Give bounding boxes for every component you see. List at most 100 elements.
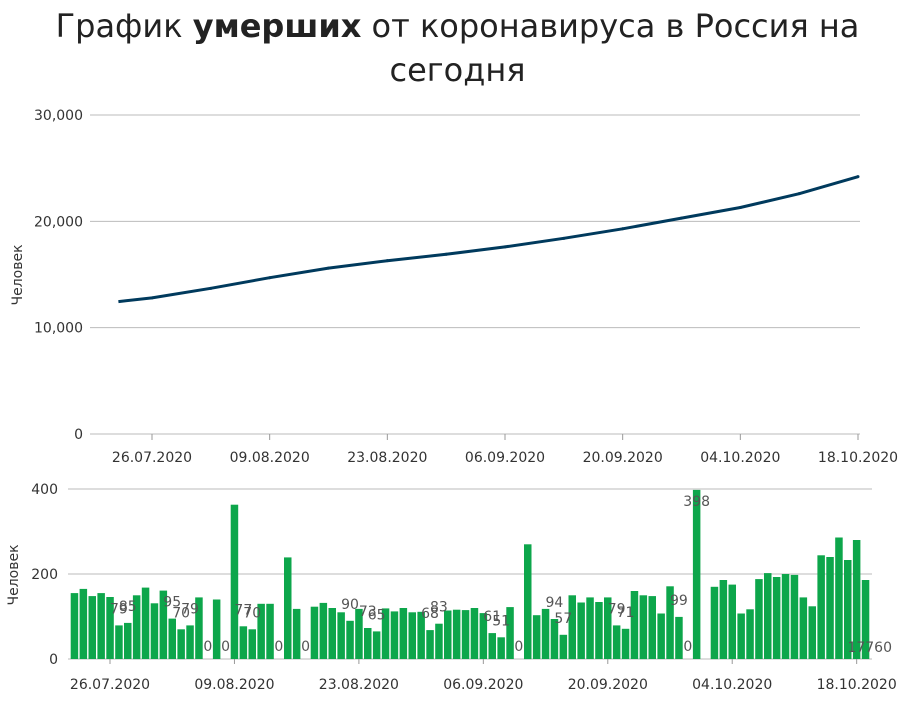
daily-deaths-bar — [657, 613, 665, 659]
daily-deaths-bar — [781, 574, 790, 659]
daily-deaths-bar — [159, 590, 168, 659]
line-chart-x-tick-label: 18.10.2020 — [818, 450, 898, 466]
daily-deaths-bar — [186, 625, 194, 659]
daily-deaths-bar — [764, 573, 772, 659]
daily-deaths-bar — [106, 597, 114, 659]
bar-chart-data-label: 65 — [368, 607, 386, 623]
daily-deaths-bar — [506, 607, 514, 659]
bar-chart-y-tick-label: 0 — [49, 652, 58, 668]
daily-deaths-bar — [355, 608, 363, 659]
daily-deaths-bar — [541, 608, 550, 659]
daily-deaths-bar — [604, 597, 612, 659]
daily-deaths-bar — [470, 608, 479, 659]
daily-deaths-bar — [212, 599, 221, 659]
bar-chart-data-label: 94 — [546, 595, 564, 611]
daily-deaths-bar — [675, 616, 683, 659]
daily-deaths-bar — [248, 629, 256, 660]
bar-chart-x-tick-label: 23.08.2020 — [319, 677, 399, 693]
line-chart-x-tick-label: 09.08.2020 — [230, 450, 310, 466]
daily-deaths-bar — [435, 623, 443, 659]
bar-chart-data-label: 0 — [221, 639, 230, 655]
chart-title-end: от коронавируса в Россия на сегодня — [361, 7, 860, 89]
daily-deaths-bar — [844, 560, 852, 659]
line-chart-x-tick-label: 23.08.2020 — [347, 450, 427, 466]
daily-deaths-bar — [408, 612, 416, 660]
daily-deaths-bar — [861, 580, 870, 659]
bar-chart-data-label: 0 — [301, 639, 310, 655]
line-chart-point — [503, 245, 507, 249]
daily-deaths-bar — [568, 595, 576, 660]
line-chart-point — [209, 286, 213, 290]
line-chart-point — [621, 227, 625, 231]
bar-chart-data-label: 0 — [274, 639, 283, 655]
bar-chart-data-label: 79 — [608, 601, 626, 617]
bar-chart-y-tick-label: 200 — [31, 567, 58, 583]
bar-chart-data-label: 61 — [483, 609, 501, 625]
daily-deaths-bar — [817, 555, 825, 659]
line-chart-point — [327, 266, 330, 270]
daily-deaths-bar — [230, 504, 239, 659]
bar-chart-data-label: 83 — [430, 600, 448, 616]
daily-deaths-bar — [577, 602, 585, 659]
daily-deaths-bar — [319, 602, 328, 659]
cumulative-deaths-series-line — [118, 175, 859, 304]
line-chart-point — [856, 175, 860, 179]
daily-deaths-bar — [310, 606, 319, 659]
daily-deaths-bar — [488, 633, 496, 659]
daily-deaths-bar — [70, 593, 79, 659]
daily-deaths-bar — [835, 537, 843, 659]
daily-deaths-bar — [444, 610, 452, 659]
bar-chart-data-label: 73 — [359, 604, 377, 620]
daily-deaths-bar — [692, 489, 701, 659]
bar-chart-data-label: 398 — [683, 494, 710, 510]
line-chart-x-tick-label: 06.09.2020 — [465, 450, 545, 466]
daily-deaths-bar — [612, 625, 621, 659]
chart-title-bold: умерших — [192, 7, 362, 45]
bar-chart-x-tick-label: 20.09.2020 — [568, 677, 648, 693]
daily-deaths-bar — [417, 611, 425, 659]
bar-chart-data-label: 57 — [554, 611, 572, 627]
daily-deaths-bar — [586, 597, 594, 659]
daily-deaths-bar — [799, 597, 808, 659]
line-chart-point — [150, 296, 154, 300]
daily-deaths-bar — [239, 626, 248, 659]
daily-deaths-bar — [372, 631, 381, 659]
daily-deaths-bar — [639, 595, 648, 660]
daily-deaths-bar — [141, 587, 150, 659]
bar-chart-data-label: 71 — [617, 605, 635, 621]
daily-deaths-bar — [746, 609, 754, 659]
daily-deaths-bar — [755, 579, 763, 659]
daily-deaths-bar — [257, 603, 265, 660]
daily-deaths-bar — [452, 609, 461, 659]
bar-chart-data-label: 79 — [110, 601, 128, 617]
daily-deaths-bar — [337, 612, 345, 660]
bar-chart-data-label: 99 — [670, 593, 688, 609]
daily-deaths-bar — [132, 595, 141, 660]
daily-deaths-bar — [390, 611, 399, 659]
daily-deaths-bar — [595, 602, 603, 659]
daily-deaths-bar — [346, 620, 354, 660]
daily-deaths-bar — [719, 580, 728, 659]
chart-title-start: График — [55, 7, 193, 45]
daily-deaths-bar — [808, 606, 816, 659]
daily-deaths-bar — [630, 591, 639, 659]
line-chart-point — [562, 236, 566, 240]
bar-chart-x-tick-label: 06.09.2020 — [443, 677, 523, 693]
daily-deaths-bar-chart: 0 200 400 Человек 26.07.2020 09.08.2020 23.08.… — [6, 482, 897, 693]
daily-deaths-bar — [479, 613, 488, 659]
bar-chart-data-label: 70 — [243, 605, 261, 621]
daily-deaths-bar — [97, 593, 105, 659]
line-chart-point — [680, 216, 683, 220]
bar-chart-data-label: 68 — [421, 606, 439, 622]
line-chart-x-tick-label: 04.10.2020 — [700, 450, 780, 466]
bar-chart-data-label: 90 — [341, 597, 359, 613]
daily-deaths-bar — [532, 615, 541, 659]
daily-deaths-bar — [150, 603, 159, 659]
line-chart-x-tick-label: 26.07.2020 — [112, 450, 192, 466]
daily-deaths-bar — [461, 610, 470, 659]
line-chart-point — [268, 276, 272, 280]
bar-chart-data-label: 79 — [181, 601, 199, 617]
bar-chart-y-tick-label: 400 — [31, 482, 58, 498]
daily-deaths-bar — [381, 608, 390, 659]
